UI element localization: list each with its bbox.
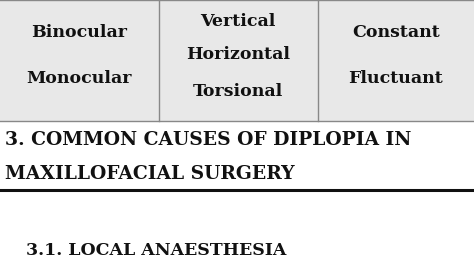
Text: Torsional: Torsional — [193, 83, 283, 100]
Text: Binocular: Binocular — [31, 24, 128, 41]
Text: 3. COMMON CAUSES OF DIPLOPIA IN: 3. COMMON CAUSES OF DIPLOPIA IN — [5, 131, 411, 149]
Text: MAXILLOFACIAL SURGERY: MAXILLOFACIAL SURGERY — [5, 165, 294, 183]
Text: Monocular: Monocular — [27, 70, 132, 87]
Text: Vertical: Vertical — [201, 13, 276, 30]
Bar — [0, 0, 474, 121]
Text: Fluctuant: Fluctuant — [348, 70, 443, 87]
Text: Horizontal: Horizontal — [186, 46, 290, 63]
Text: 3.1. LOCAL ANAESTHESIA: 3.1. LOCAL ANAESTHESIA — [26, 242, 286, 259]
Text: Constant: Constant — [352, 24, 440, 41]
